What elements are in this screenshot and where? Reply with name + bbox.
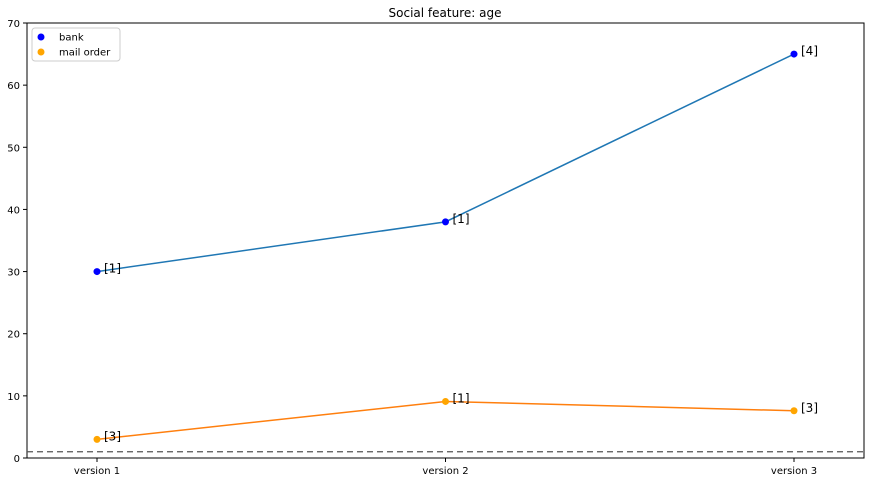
series-0: [1] [1] [4] — [93, 44, 818, 276]
chart-title: Social feature: age — [389, 6, 502, 20]
y-tick-label: 10 — [7, 392, 20, 403]
data-label: [1] — [453, 212, 470, 226]
y-tick-label: 70 — [7, 19, 20, 30]
data-label: [3] — [104, 429, 121, 443]
legend-label: mail order — [59, 48, 111, 59]
x-tick-label: version 2 — [422, 466, 468, 477]
legend-label: bank — [59, 33, 84, 44]
series-layer: [1] [1] [4] [3] [1] [3] — [93, 44, 818, 443]
data-label: [1] — [453, 391, 470, 405]
series-1: [3] [1] [3] — [93, 391, 818, 443]
data-point — [790, 407, 798, 415]
y-tick-label: 0 — [14, 454, 20, 465]
data-label: [3] — [801, 401, 818, 415]
series-line — [96, 53, 795, 273]
data-label: [4] — [801, 44, 818, 58]
legend: bank mail order — [31, 27, 121, 62]
data-point — [93, 268, 101, 276]
y-tick-label: 30 — [7, 268, 20, 279]
axes: 0 10 20 30 40 50 60 70 version 1 version 2 version… — [7, 19, 865, 477]
x-tick-label: version 1 — [74, 466, 120, 477]
x-tick-label: version 3 — [771, 466, 817, 477]
series-line — [96, 400, 795, 441]
legend-marker — [37, 33, 45, 41]
data-label: [1] — [104, 262, 121, 276]
y-tick-label: 40 — [7, 205, 20, 216]
data-point — [442, 397, 449, 405]
y-tick-label: 60 — [7, 81, 20, 92]
data-point — [93, 435, 101, 443]
data-point — [442, 218, 449, 226]
legend-box — [31, 27, 121, 62]
legend-marker — [37, 48, 45, 56]
y-tick-label: 20 — [7, 330, 20, 341]
plot-frame — [26, 22, 865, 459]
y-tick-label: 50 — [7, 143, 20, 154]
data-point — [790, 50, 798, 58]
